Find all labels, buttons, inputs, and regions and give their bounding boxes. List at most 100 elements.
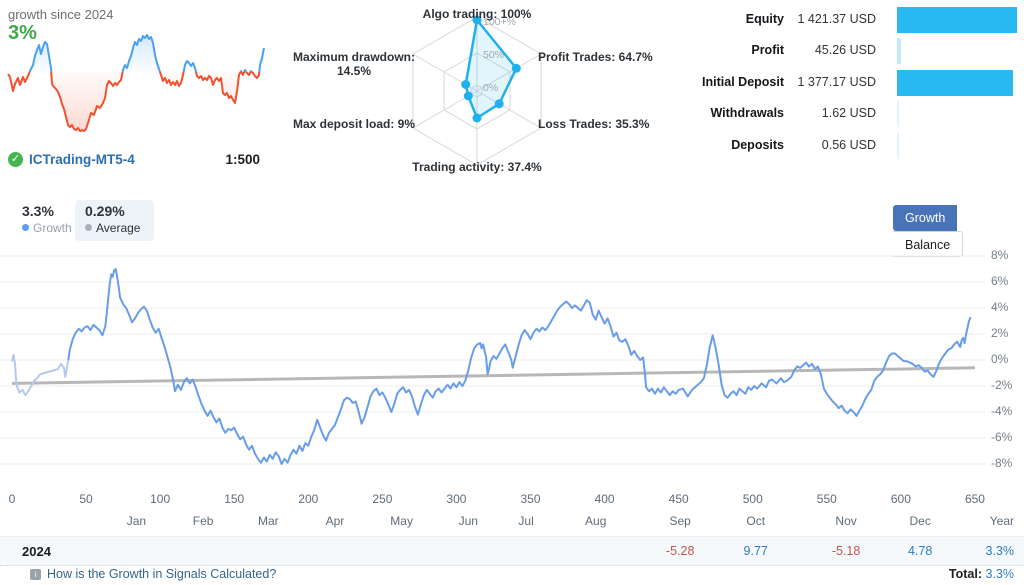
average-dot-icon (85, 224, 92, 231)
radar-spoke (476, 90, 542, 129)
month-label-aug: Aug (585, 514, 607, 528)
x-tick-label: 600 (890, 492, 911, 506)
radar-data-point (463, 91, 473, 101)
stat-bar (897, 101, 899, 128)
radar-label-max-deposit-load: Max deposit load: 9% (292, 117, 415, 131)
y-tick-label: -4% (991, 404, 1013, 418)
stat-row-profit: Profit 45.26 USD (700, 35, 1024, 66)
monthly-return-oct: 9.77 (743, 544, 768, 558)
stat-value: 45.26 USD (814, 43, 876, 58)
stat-value: 1.62 USD (821, 106, 876, 121)
sparkline-area-down (8, 72, 264, 131)
signal-name-link[interactable]: ICTrading-MT5-4 (29, 152, 135, 167)
stat-bar (897, 7, 1017, 33)
y-tick-label: 0% (991, 352, 1009, 366)
x-tick-label: 550 (816, 492, 837, 506)
monthly-return-nov: -5.18 (831, 544, 861, 558)
radar-label-algo-trading: Algo trading: 100% (422, 7, 532, 21)
radar-ring-label: 50% (483, 49, 504, 61)
x-tick-label: 350 (520, 492, 541, 506)
y-tick-label: -6% (991, 430, 1013, 444)
y-tick-label: -8% (991, 456, 1013, 470)
year-total-value: 3.3% (985, 544, 1015, 558)
sparkline-area-up (8, 35, 264, 72)
stat-label: Withdrawals (710, 106, 784, 121)
month-label-sep: Sep (669, 514, 691, 528)
x-tick-label: 500 (742, 492, 763, 506)
account-stats-panel: Equity 1 421.37 USD Profit 45.26 USD Initial… (700, 4, 1024, 162)
stat-value: 0.56 USD (821, 137, 876, 152)
legend-growth-toggle[interactable]: 3.3% Growth (22, 203, 72, 235)
month-label-may: May (390, 514, 413, 528)
radar-label-loss-trades: Loss Trades: 35.3% (538, 117, 650, 131)
yearly-returns-row: 2024 -5.28 9.77 -5.18 4.78 3.3% (0, 536, 1024, 566)
month-label-jan: Jan (126, 514, 147, 528)
y-tick-label: 8% (991, 248, 1009, 262)
total-value: 3.3% (985, 567, 1015, 581)
legend-average-value: 0.29% (85, 203, 125, 219)
radar-data-point (472, 113, 482, 123)
balance-tab-button[interactable]: Balance (893, 231, 964, 257)
month-label-jun: Jun (458, 514, 478, 528)
radar-data-point (461, 80, 471, 89)
x-tick-label: 450 (668, 492, 689, 506)
growth-tab-button[interactable]: Growth (893, 205, 958, 231)
verified-check-icon: ✓ (8, 152, 23, 167)
stat-row-initial-deposit: Initial Deposit 1 377.17 USD (700, 67, 1024, 98)
radar-data-point (472, 15, 482, 25)
year-axis-label: Year (989, 514, 1014, 528)
x-tick-label: 300 (446, 492, 467, 506)
growth-line-faded-start (11, 353, 70, 397)
x-tick-label: 400 (594, 492, 615, 506)
stat-bar (897, 38, 901, 65)
growth-help-link[interactable]: How is the Growth in Signals Calculated? (47, 567, 277, 581)
growth-line (67, 268, 972, 465)
month-label-apr: Apr (325, 514, 345, 528)
growth-since-caption: growth since 2024 (8, 7, 114, 22)
stat-value: 1 421.37 USD (797, 12, 876, 26)
growth-sparkline (7, 34, 265, 132)
monthly-return-dec: 4.78 (907, 544, 933, 558)
growth-dot-icon (22, 224, 29, 231)
x-tick-label: 100 (150, 492, 171, 506)
monthly-return-sep: -5.28 (665, 544, 695, 558)
legend-average-label: Average (96, 221, 141, 235)
growth-percent-value: 3% (8, 22, 37, 44)
stat-bar (897, 69, 1014, 96)
legend-growth-label: Growth (33, 221, 72, 235)
month-label-jul: Jul (518, 514, 534, 528)
x-tick-label: 50 (79, 492, 93, 506)
sparkline-down-segments (7, 72, 261, 132)
stat-bar (897, 132, 899, 159)
radar-data-point (511, 63, 521, 73)
stat-label: Deposits (731, 137, 784, 152)
x-tick-label: 650 (964, 492, 985, 506)
stat-label: Equity (745, 12, 784, 26)
radar-spoke (476, 53, 542, 92)
month-label-dec: Dec (909, 514, 931, 528)
stat-row-deposits: Deposits 0.56 USD (700, 130, 1024, 161)
radar-ring-label: 0% (483, 82, 498, 94)
total-row: Total: 3.3% (949, 567, 1014, 581)
month-label-nov: Nov (835, 514, 857, 528)
legend-average-toggle[interactable]: 0.29% Average (75, 200, 155, 241)
stat-row-equity: Equity 1 421.37 USD (700, 4, 1024, 35)
footer-row: i How is the Growth in Signals Calculate… (0, 566, 1024, 585)
year-cell: 2024 (22, 544, 51, 559)
info-icon: i (30, 569, 41, 580)
y-tick-label: 4% (991, 300, 1009, 314)
radar-data-point (494, 99, 504, 109)
x-tick-label: 150 (224, 492, 245, 506)
growth-line-chart (0, 255, 985, 465)
average-trend-line (11, 366, 975, 385)
y-tick-label: 2% (991, 326, 1009, 340)
radar-ring-label: 100+% (483, 16, 516, 28)
x-tick-label: 250 (372, 492, 393, 506)
total-label: Total: (948, 567, 983, 581)
radar-label-trading-activity: Trading activity: 37.4% (412, 160, 542, 174)
stat-label: Profit (751, 43, 784, 58)
stat-value: 1 377.17 USD (797, 74, 876, 89)
radar-label-profit-trades: Profit Trades: 64.7% (538, 50, 653, 64)
metrics-radar-chart: 100+% 50% 0% (412, 15, 542, 166)
